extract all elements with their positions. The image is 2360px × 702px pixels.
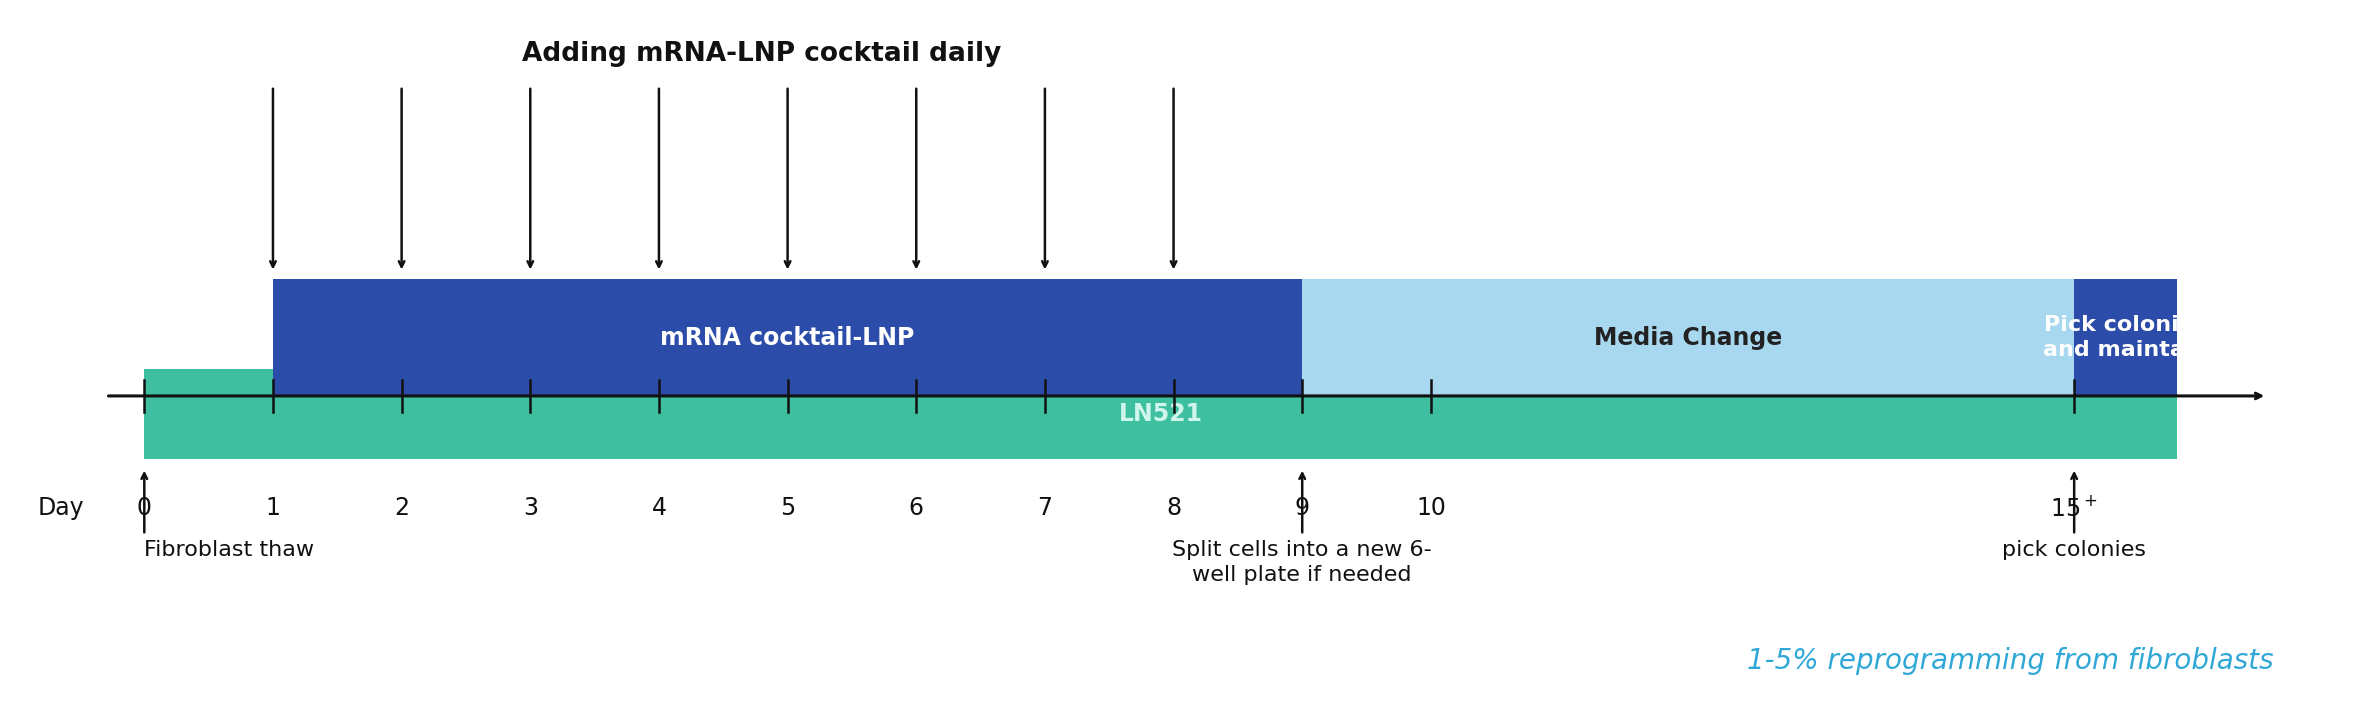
Text: 8: 8 [1166, 496, 1180, 520]
Text: 6: 6 [909, 496, 923, 520]
Text: 5: 5 [779, 496, 795, 520]
Text: 1: 1 [267, 496, 281, 520]
Text: pick colonies: pick colonies [2001, 540, 2145, 559]
Text: LN521: LN521 [1119, 402, 1204, 426]
Text: Media Change: Media Change [1593, 326, 1782, 350]
Bar [1303, 279, 2074, 396]
Text: Adding mRNA-LNP cocktail daily: Adding mRNA-LNP cocktail daily [522, 41, 1001, 67]
Text: 0: 0 [137, 496, 151, 520]
Text: Day: Day [38, 496, 85, 520]
Text: 1-5% reprogramming from fibroblasts: 1-5% reprogramming from fibroblasts [1746, 647, 2273, 675]
Text: mRNA cocktail-LNP: mRNA cocktail-LNP [661, 326, 916, 350]
Text: 15$^+$: 15$^+$ [2051, 496, 2098, 521]
Text: 2: 2 [394, 496, 408, 520]
Text: 9: 9 [1296, 496, 1310, 520]
Text: Pick colonies
and maintain: Pick colonies and maintain [2044, 315, 2209, 360]
Text: Split cells into a new 6-
well plate if needed: Split cells into a new 6- well plate if … [1173, 540, 1433, 585]
Bar [274, 279, 1303, 396]
Text: 3: 3 [524, 496, 538, 520]
Text: 7: 7 [1038, 496, 1053, 520]
Text: 10: 10 [1416, 496, 1447, 520]
Text: Fibroblast thaw: Fibroblast thaw [144, 540, 314, 559]
Bar [2074, 279, 2178, 396]
Text: 4: 4 [651, 496, 666, 520]
Bar [144, 369, 2178, 459]
